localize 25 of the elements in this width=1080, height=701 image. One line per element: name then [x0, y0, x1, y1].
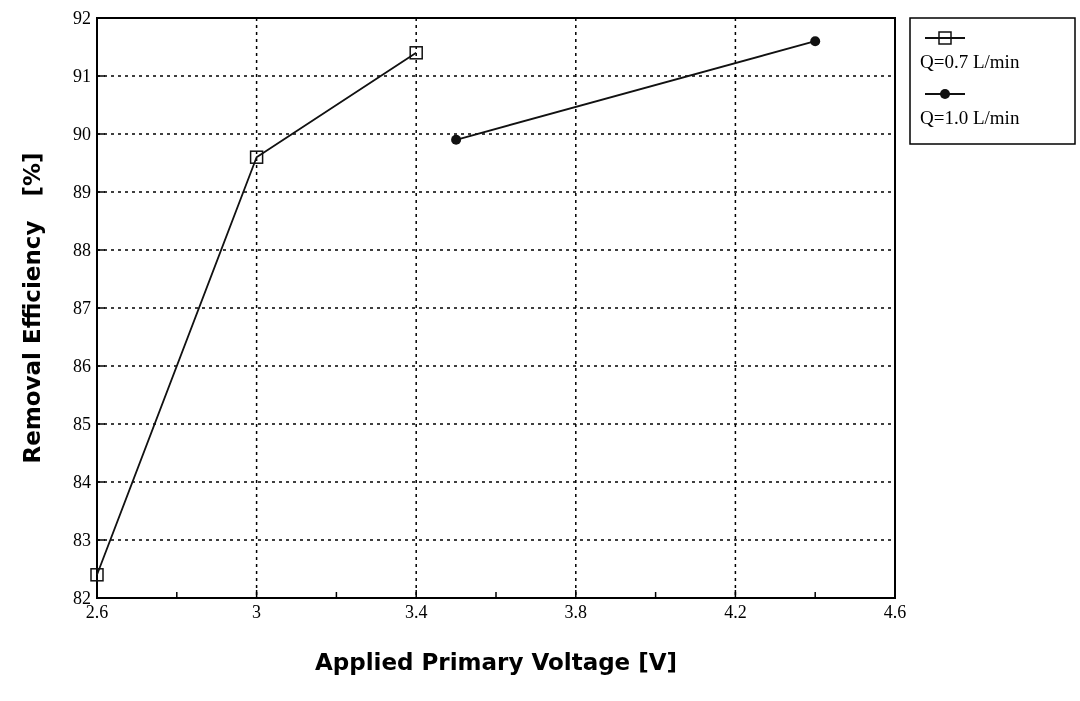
x-tick-label: 4.2 — [724, 602, 747, 622]
y-tick-label: 82 — [73, 588, 91, 608]
point — [810, 36, 821, 47]
y-tick-label: 91 — [73, 66, 91, 86]
point — [451, 134, 462, 145]
x-tick-label: 4.6 — [883, 602, 907, 622]
y-tick-label: 85 — [73, 414, 91, 434]
y-tick-label: 86 — [73, 356, 91, 376]
point — [409, 46, 423, 60]
y-tick-label: 84 — [73, 472, 91, 492]
x-tick-label: 3.8 — [564, 602, 588, 622]
y-tick-label: 92 — [73, 8, 91, 28]
y-tick-label: 88 — [73, 240, 91, 260]
y-tick-label: 90 — [73, 124, 91, 144]
y-tick-label: 89 — [73, 182, 91, 202]
y-tick-label: 83 — [73, 530, 91, 550]
x-tick-label: 3 — [252, 602, 262, 622]
point — [249, 150, 264, 164]
point — [90, 568, 104, 582]
legend-label: Q=0.7 L/min — [920, 51, 1020, 72]
y-tick-label: 87 — [73, 298, 91, 318]
legend-label: Q=1.0 L/min — [920, 107, 1020, 128]
y-axis-title: Removal Efficiency [%] — [19, 152, 45, 464]
x-axis-title: Applied Primary Voltage [V] — [314, 649, 678, 675]
x-tick-label: 3.4 — [404, 602, 428, 622]
